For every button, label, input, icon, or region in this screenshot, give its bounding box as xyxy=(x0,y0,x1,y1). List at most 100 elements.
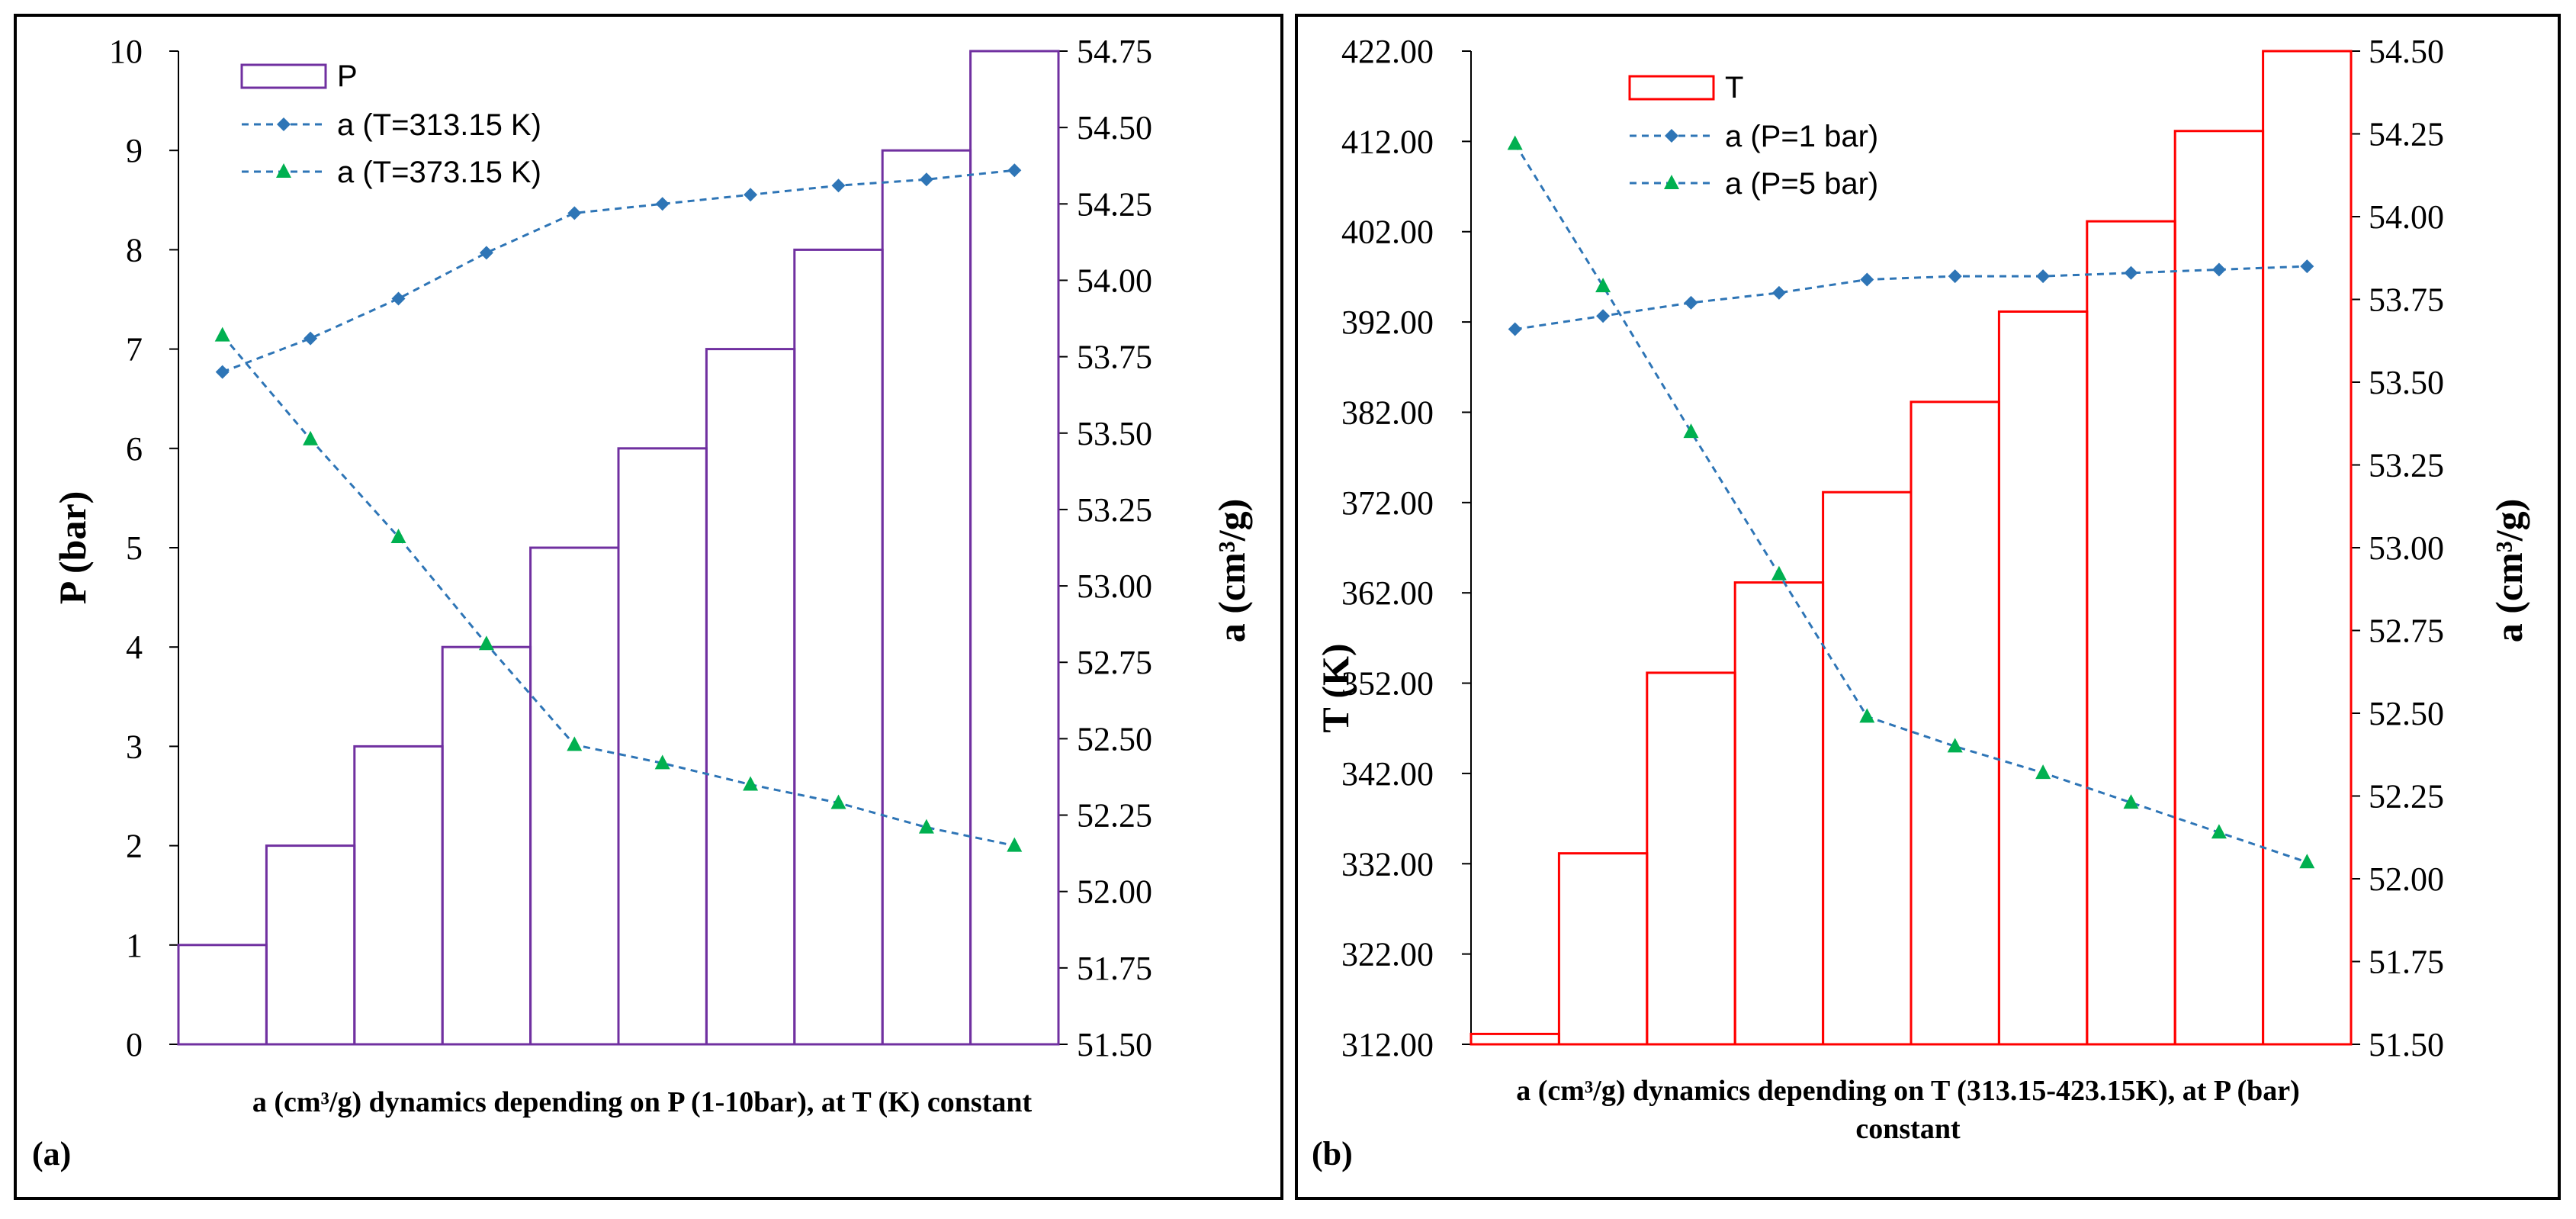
b-bar xyxy=(1557,852,1649,1046)
a-left-tick-label: 1 xyxy=(126,927,143,964)
b-series-2-point xyxy=(1507,135,1523,150)
a-series-2-point xyxy=(830,794,846,809)
a-series-2-point xyxy=(303,430,319,445)
a-bar xyxy=(969,50,1060,1046)
chart-a-svg: 0 1 2 3 4 5 6 7 8 9 10 51.50 51.75 52.00 52.25 52.50 52.… xyxy=(32,33,1253,1172)
b-series-1-point xyxy=(2300,259,2314,274)
a-right-tick-label: 53.00 xyxy=(1077,568,1152,605)
a-left-tick-label: 2 xyxy=(126,828,143,865)
a-left-tick-label: 4 xyxy=(126,629,143,666)
a-right-tick-label: 53.75 xyxy=(1077,339,1152,376)
b-legend-marker-1 xyxy=(1665,129,1678,143)
a-series-2-point xyxy=(478,635,494,651)
b-left-axis-title: T (K) xyxy=(1314,643,1357,732)
a-bar xyxy=(441,645,532,1046)
a-right-tick-label: 54.25 xyxy=(1077,185,1152,223)
b-series-1-point xyxy=(2124,265,2138,280)
a-panel-label: (a) xyxy=(32,1135,71,1172)
a-left-tick-label: 3 xyxy=(126,728,143,765)
b-series-2-point xyxy=(2035,764,2051,780)
a-left-tick-label: 5 xyxy=(126,529,143,567)
a-bar xyxy=(617,447,708,1046)
a-series-1-point xyxy=(304,331,318,346)
a-right-tick-label: 53.25 xyxy=(1077,491,1152,529)
b-right-tick-label: 52.75 xyxy=(2369,613,2444,650)
a-series-2-point xyxy=(654,754,670,770)
a-series-1-point xyxy=(567,206,582,220)
b-bar xyxy=(1646,671,1736,1046)
a-caption-line-1: a (cm³/g) dynamics depending on P (1-10b… xyxy=(252,1086,1033,1118)
b-right-tick-label: 53.25 xyxy=(2369,447,2444,484)
b-left-tick-label: 372.00 xyxy=(1341,484,1434,522)
b-left-tick-label: 362.00 xyxy=(1341,574,1434,612)
a-series-2-point xyxy=(918,819,934,834)
b-legend-swatch-bars xyxy=(1628,75,1715,101)
b-series-2-point xyxy=(2299,854,2315,869)
b-right-axis-title: a (cm³/g) xyxy=(2488,499,2530,643)
b-legend-label-2: a (P=5 bar) xyxy=(1725,167,1878,201)
a-series-1-point xyxy=(479,246,493,260)
a-left-tick-label: 9 xyxy=(126,132,143,169)
a-series-1-point xyxy=(919,172,933,187)
a-series-1-point xyxy=(655,197,670,211)
a-left-tick-label: 8 xyxy=(126,231,143,269)
b-caption-line-2: constant xyxy=(1855,1113,1961,1145)
b-right-tick-label: 54.25 xyxy=(2369,116,2444,153)
a-right-tick-label: 54.75 xyxy=(1077,33,1152,70)
a-legend-label-1: a (T=313.15 K) xyxy=(337,108,541,142)
b-right-tick-label: 54.00 xyxy=(2369,198,2444,236)
b-panel-label: (b) xyxy=(1312,1135,1353,1172)
b-left-tick-label: 412.00 xyxy=(1341,123,1434,160)
a-legend-label-bars: P xyxy=(337,60,358,93)
a-legend-swatch-bars xyxy=(240,63,327,89)
b-series-2-point xyxy=(1683,423,1699,439)
b-legend-label-1: a (P=1 bar) xyxy=(1725,120,1878,153)
b-caption-line-1: a (cm³/g) dynamics depending on T (313.1… xyxy=(1516,1075,2300,1107)
chart-panel-a: 0 1 2 3 4 5 6 7 8 9 10 51.50 51.75 52.00 52.25 52.50 52.… xyxy=(14,14,1283,1200)
a-series-2-point xyxy=(743,776,759,791)
a-left-tick-label: 6 xyxy=(126,430,143,468)
a-series-line-2 xyxy=(221,334,1015,848)
b-series-1-point xyxy=(1684,295,1698,310)
a-right-tick-label: 52.75 xyxy=(1077,644,1152,681)
chart-b-svg: 312.00 322.00 332.00 342.00 352.00 362.00 372.… xyxy=(1312,33,2530,1172)
a-series-1-point xyxy=(744,188,758,202)
a-legend-label-2: a (T=373.15 K) xyxy=(337,156,541,189)
a-left-tick-label: 7 xyxy=(126,331,143,368)
b-right-tick-label: 53.50 xyxy=(2369,364,2444,401)
b-bar xyxy=(1997,310,2089,1046)
b-right-tick-label: 51.50 xyxy=(2369,1026,2444,1063)
b-series-2-point xyxy=(1771,565,1787,581)
b-bar xyxy=(1469,1032,1560,1046)
a-bar xyxy=(353,745,444,1046)
b-series-1-point xyxy=(1508,322,1522,336)
b-bar xyxy=(1733,581,1825,1046)
b-bar xyxy=(1910,400,2000,1046)
a-bar xyxy=(881,149,972,1046)
a-series-2-point xyxy=(1007,837,1023,852)
a-bar xyxy=(705,348,796,1046)
a-right-tick-label: 52.00 xyxy=(1077,873,1152,911)
b-bar xyxy=(1822,490,1913,1046)
b-series-1-point xyxy=(1948,269,1962,284)
a-right-tick-label: 53.50 xyxy=(1077,415,1152,452)
a-series-1-point xyxy=(831,179,846,193)
b-right-tick-label: 54.50 xyxy=(2369,33,2444,70)
a-bar xyxy=(529,546,620,1046)
b-left-tick-label: 402.00 xyxy=(1341,214,1434,251)
b-series-1-point xyxy=(1596,309,1611,323)
b-left-tick-label: 312.00 xyxy=(1341,1026,1434,1063)
b-series-1-point xyxy=(1860,272,1874,287)
a-legend-marker-1 xyxy=(277,117,291,131)
a-series-1-point xyxy=(391,291,406,306)
b-right-tick-label: 53.75 xyxy=(2369,281,2444,319)
a-series-2-point xyxy=(567,736,583,751)
a-bar xyxy=(793,248,884,1046)
a-right-tick-label: 54.50 xyxy=(1077,109,1152,146)
b-series-2-point xyxy=(2123,794,2139,809)
b-bar xyxy=(2086,220,2176,1046)
b-left-tick-label: 382.00 xyxy=(1341,394,1434,431)
b-right-tick-label: 52.25 xyxy=(2369,778,2444,815)
a-legend-marker-2 xyxy=(276,163,291,178)
a-series-1-point xyxy=(1007,163,1022,178)
